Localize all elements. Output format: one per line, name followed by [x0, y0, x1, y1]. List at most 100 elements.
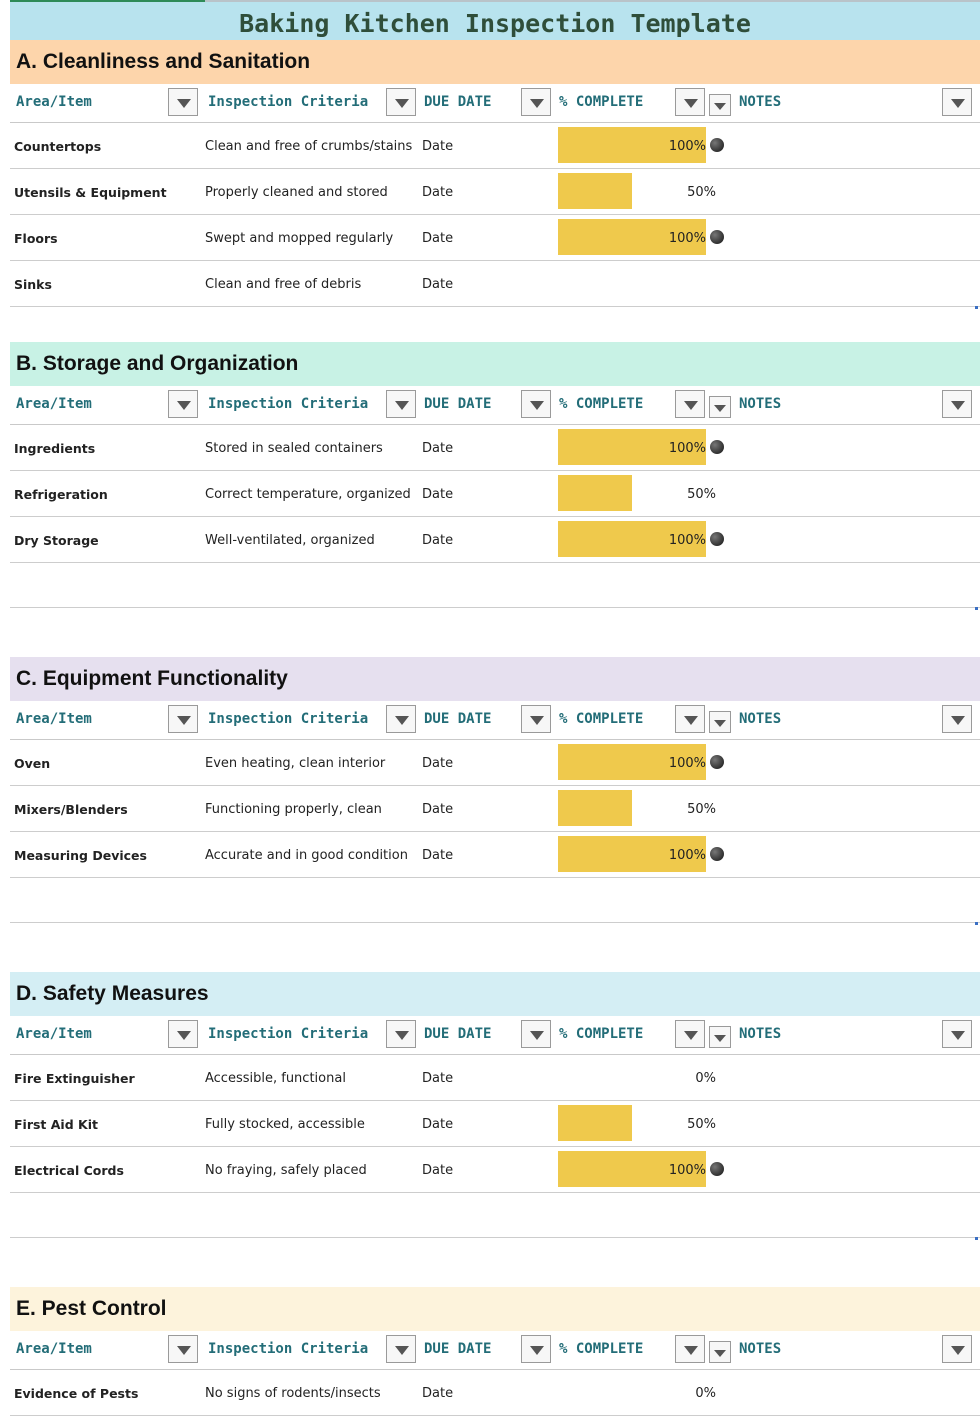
area-item-cell[interactable]: Fire Extinguisher: [14, 1071, 135, 1086]
filter-dropdown-icon[interactable]: [942, 88, 972, 116]
filter-dropdown-icon[interactable]: [386, 390, 416, 418]
filter-dropdown-icon[interactable]: [168, 1335, 198, 1363]
criteria-cell[interactable]: Functioning properly, clean: [205, 802, 382, 817]
area-item-cell[interactable]: Mixers/Blenders: [14, 802, 128, 817]
due-date-cell[interactable]: Date: [422, 1163, 454, 1178]
area-item-cell[interactable]: Floors: [14, 231, 58, 246]
filter-dropdown-icon[interactable]: [942, 1020, 972, 1048]
filter-dropdown-icon[interactable]: [675, 705, 705, 733]
due-date-cell[interactable]: Date: [422, 231, 454, 246]
area-item-cell[interactable]: Ingredients: [14, 441, 96, 456]
filter-dropdown-icon[interactable]: [168, 390, 198, 418]
criteria-cell[interactable]: Clean and free of debris: [205, 277, 362, 292]
area-item-cell[interactable]: Sinks: [14, 277, 52, 292]
criteria-cell[interactable]: Swept and mopped regularly: [205, 231, 394, 246]
due-date-cell[interactable]: Date: [422, 487, 454, 502]
area-item-cell[interactable]: Countertops: [14, 139, 102, 154]
filter-dropdown-icon[interactable]: [386, 705, 416, 733]
filter-dropdown-icon[interactable]: [168, 705, 198, 733]
filter-dropdown-icon[interactable]: [521, 390, 551, 418]
area-item-cell[interactable]: Measuring Devices: [14, 848, 147, 863]
area-item-cell[interactable]: Oven: [14, 756, 51, 771]
table-resize-handle[interactable]: [975, 306, 978, 309]
percent-complete-cell[interactable]: 100%: [668, 533, 706, 548]
due-date-cell[interactable]: Date: [422, 1386, 454, 1401]
filter-dropdown-icon[interactable]: [521, 1020, 551, 1048]
percent-complete-cell[interactable]: 100%: [668, 848, 706, 863]
filter-dropdown-icon[interactable]: [942, 390, 972, 418]
empty-row[interactable]: [10, 878, 980, 925]
filter-dropdown-icon[interactable]: [675, 88, 705, 116]
header-due-date: DUE DATE: [424, 1026, 492, 1042]
criteria-cell[interactable]: Correct temperature, organized: [205, 487, 411, 502]
empty-row[interactable]: [10, 563, 980, 610]
area-item-cell[interactable]: First Aid Kit: [14, 1117, 98, 1132]
percent-complete-cell[interactable]: 0%: [695, 1071, 716, 1086]
header-inspection-criteria: Inspection Criteria: [208, 94, 369, 110]
table-row: Countertops Clean and free of crumbs/stai…: [10, 123, 980, 169]
filter-dropdown-icon[interactable]: [709, 396, 731, 418]
percent-complete-cell[interactable]: 100%: [668, 756, 706, 771]
criteria-cell[interactable]: Accurate and in good condition: [205, 848, 408, 863]
due-date-cell[interactable]: Date: [422, 802, 454, 817]
due-date-cell[interactable]: Date: [422, 277, 454, 292]
percent-complete-cell[interactable]: 50%: [687, 1117, 716, 1132]
criteria-cell[interactable]: Accessible, functional: [205, 1071, 346, 1086]
filter-dropdown-icon[interactable]: [521, 705, 551, 733]
due-date-cell[interactable]: Date: [422, 185, 454, 200]
percent-complete-cell[interactable]: 50%: [687, 802, 716, 817]
percent-complete-cell[interactable]: 100%: [668, 441, 706, 456]
filter-dropdown-icon[interactable]: [709, 1341, 731, 1363]
criteria-cell[interactable]: Properly cleaned and stored: [205, 185, 388, 200]
criteria-cell[interactable]: Fully stocked, accessible: [205, 1117, 365, 1132]
percent-complete-cell[interactable]: 100%: [668, 1163, 706, 1178]
filter-dropdown-icon[interactable]: [521, 88, 551, 116]
filter-dropdown-icon[interactable]: [521, 1335, 551, 1363]
filter-dropdown-icon[interactable]: [709, 711, 731, 733]
percent-complete-cell[interactable]: 100%: [668, 139, 706, 154]
filter-dropdown-icon[interactable]: [675, 1020, 705, 1048]
percent-complete-cell[interactable]: 0%: [695, 1386, 716, 1401]
due-date-cell[interactable]: Date: [422, 441, 454, 456]
empty-row[interactable]: [10, 1193, 980, 1240]
section-heading: B. Storage and Organization: [10, 342, 980, 386]
header-inspection-criteria: Inspection Criteria: [208, 1026, 369, 1042]
header-area-item: Area/Item: [16, 396, 92, 412]
filter-dropdown-icon[interactable]: [386, 88, 416, 116]
due-date-cell[interactable]: Date: [422, 756, 454, 771]
filter-dropdown-icon[interactable]: [168, 88, 198, 116]
filter-dropdown-icon[interactable]: [386, 1335, 416, 1363]
percent-complete-cell[interactable]: 50%: [687, 487, 716, 502]
area-item-cell[interactable]: Evidence of Pests: [14, 1386, 139, 1401]
due-date-cell[interactable]: Date: [422, 848, 454, 863]
area-item-cell[interactable]: Refrigeration: [14, 487, 108, 502]
criteria-cell[interactable]: Clean and free of crumbs/stains: [205, 139, 413, 154]
filter-dropdown-icon[interactable]: [942, 1335, 972, 1363]
complete-status-icon: [710, 755, 724, 769]
due-date-cell[interactable]: Date: [422, 533, 454, 548]
area-item-cell[interactable]: Dry Storage: [14, 533, 99, 548]
filter-dropdown-icon[interactable]: [709, 1026, 731, 1048]
table-resize-handle[interactable]: [975, 922, 978, 925]
table-resize-handle[interactable]: [975, 1237, 978, 1240]
due-date-cell[interactable]: Date: [422, 139, 454, 154]
criteria-cell[interactable]: Well-ventilated, organized: [205, 533, 375, 548]
criteria-cell[interactable]: Even heating, clean interior: [205, 756, 386, 771]
criteria-cell[interactable]: Stored in sealed containers: [205, 441, 383, 456]
table-resize-handle[interactable]: [975, 607, 978, 610]
due-date-cell[interactable]: Date: [422, 1071, 454, 1086]
section-heading: A. Cleanliness and Sanitation: [10, 40, 980, 84]
criteria-cell[interactable]: No signs of rodents/insects: [205, 1386, 381, 1401]
filter-dropdown-icon[interactable]: [942, 705, 972, 733]
percent-complete-cell[interactable]: 50%: [687, 185, 716, 200]
filter-dropdown-icon[interactable]: [675, 1335, 705, 1363]
area-item-cell[interactable]: Electrical Cords: [14, 1163, 124, 1178]
due-date-cell[interactable]: Date: [422, 1117, 454, 1132]
filter-dropdown-icon[interactable]: [675, 390, 705, 418]
filter-dropdown-icon[interactable]: [386, 1020, 416, 1048]
filter-dropdown-icon[interactable]: [709, 94, 731, 116]
filter-dropdown-icon[interactable]: [168, 1020, 198, 1048]
criteria-cell[interactable]: No fraying, safely placed: [205, 1163, 367, 1178]
area-item-cell[interactable]: Utensils & Equipment: [14, 185, 167, 200]
percent-complete-cell[interactable]: 100%: [668, 231, 706, 246]
